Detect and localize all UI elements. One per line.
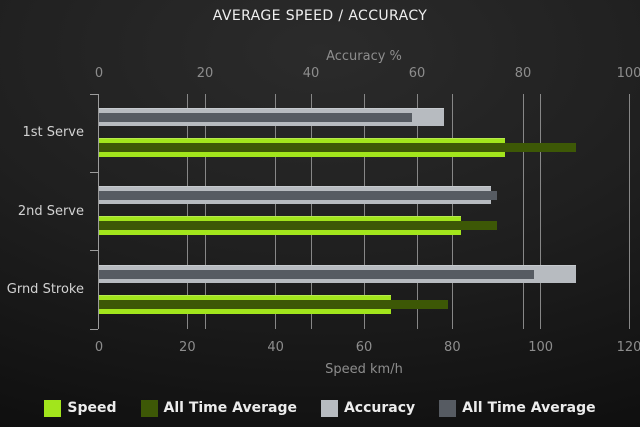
top-axis-tick-label: 40	[302, 66, 320, 81]
legend-swatch-icon	[320, 399, 338, 417]
gridline-bottom-120	[628, 94, 630, 329]
top-axis-tick-label: 100	[616, 66, 640, 81]
bottom-axis-tick-label: 20	[179, 340, 196, 355]
gridline-top-40	[310, 94, 312, 329]
legend-item-speed: Speed	[44, 399, 117, 417]
gridline-bottom-60	[363, 94, 365, 329]
bar-all-time-average-top	[99, 113, 412, 122]
gridline-bottom-100	[540, 94, 542, 329]
legend-item-all-time-average: All Time Average	[140, 399, 297, 417]
bar-all-time-average-bottom	[99, 221, 497, 231]
gridline-top-60	[416, 94, 418, 329]
legend-label: All Time Average	[462, 400, 596, 416]
legend-swatch-icon	[439, 399, 457, 417]
bottom-axis-title: Speed km/h	[325, 362, 403, 377]
top-axis-title: Accuracy %	[326, 49, 402, 64]
category-label: Grnd Stroke	[6, 281, 84, 297]
legend-item-accuracy: Accuracy	[320, 399, 416, 417]
gridline-bottom-40	[275, 94, 277, 329]
bottom-axis-tick-label: 120	[616, 340, 640, 355]
y-axis-line	[98, 94, 99, 329]
bottom-axis-tick-label: 80	[444, 340, 461, 355]
category-label: 1st Serve	[22, 125, 84, 141]
bar-all-time-average-top	[99, 269, 534, 279]
top-axis-tick-label: 80	[514, 66, 532, 81]
top-axis-tick-label: 0	[94, 66, 104, 81]
y-axis-tick	[90, 250, 98, 252]
legend-label: Speed	[67, 400, 117, 416]
bottom-axis-tick-label: 0	[94, 340, 104, 355]
y-axis-tick	[90, 171, 98, 173]
y-axis-tick	[90, 93, 98, 95]
legend-label: All Time Average	[163, 400, 297, 416]
category-label: 2nd Serve	[17, 203, 84, 219]
legend-swatch-icon	[140, 399, 158, 417]
legend-label: Accuracy	[343, 400, 416, 416]
y-axis-tick	[90, 328, 98, 330]
bar-all-time-average-bottom	[99, 143, 576, 152]
bar-all-time-average-bottom	[99, 299, 448, 309]
gridline-top-20	[204, 94, 206, 329]
gridline-bottom-80	[451, 94, 453, 329]
top-axis-tick-label: 20	[196, 66, 214, 81]
bottom-axis-tick-label: 60	[355, 340, 373, 355]
bottom-axis-tick-label: 40	[267, 340, 284, 355]
bar-all-time-average-top	[99, 191, 497, 201]
top-axis-tick-label: 60	[408, 66, 426, 81]
gridline-bottom-20	[186, 94, 188, 329]
legend-swatch-icon	[44, 399, 62, 417]
legend: Speed All Time Average Accuracy All Time Av…	[0, 398, 640, 418]
bottom-axis-tick-label: 100	[528, 340, 554, 355]
chart-title: AVERAGE SPEED / ACCURACY	[212, 8, 428, 24]
gridline-top-80	[522, 94, 524, 329]
legend-item-all-time-average: All Time Average	[439, 399, 596, 417]
